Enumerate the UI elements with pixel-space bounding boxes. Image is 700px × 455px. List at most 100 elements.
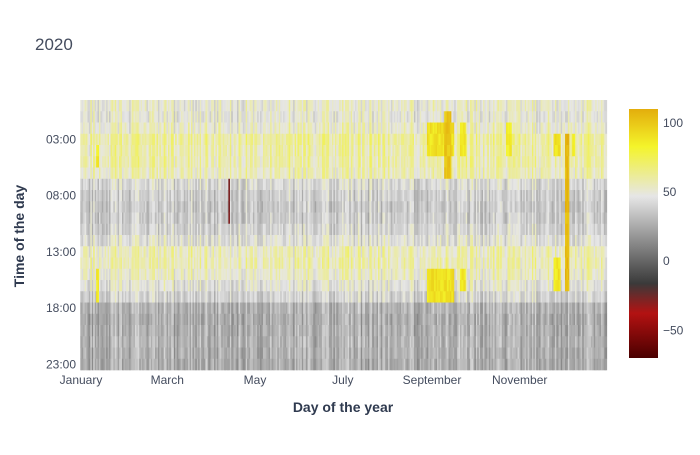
- heatmap-cell: [362, 268, 365, 281]
- heatmap-cell: [323, 347, 326, 360]
- heatmap-cell: [146, 302, 149, 315]
- heatmap-cell: [119, 268, 121, 281]
- heatmap-cell: [365, 156, 367, 168]
- heatmap-cell: [268, 167, 271, 180]
- heatmap-cell: [81, 358, 84, 371]
- heatmap-cell: [81, 178, 84, 191]
- heatmap-cell: [313, 313, 316, 326]
- heatmap-cell: [287, 212, 290, 225]
- heatmap-cell: [165, 212, 167, 225]
- heatmap-cell: [139, 178, 142, 191]
- heatmap-cell: [232, 246, 235, 258]
- heatmap-cell: [173, 358, 176, 371]
- heatmap-cell: [336, 246, 339, 258]
- heatmap-cell: [228, 313, 231, 326]
- heatmap-cell: [356, 178, 359, 191]
- heatmap-cell: [281, 145, 284, 157]
- heatmap-cell: [373, 358, 376, 371]
- heatmap-cell: [369, 178, 372, 191]
- heatmap-cell: [87, 358, 90, 371]
- heatmap-cell: [290, 291, 293, 303]
- heatmap-cell: [344, 336, 347, 348]
- heatmap-cell: [275, 268, 278, 281]
- heatmap-cell: [301, 257, 304, 270]
- heatmap-cell: [260, 212, 262, 225]
- heatmap-cell: [232, 133, 235, 146]
- heatmap-cell: [288, 167, 291, 180]
- heatmap-cell: [321, 358, 324, 371]
- heatmap-cell: [291, 145, 294, 157]
- heatmap-cell: [124, 111, 127, 123]
- heatmap-cell: [297, 133, 300, 146]
- heatmap-cell: [258, 122, 261, 135]
- heatmap-cell: [157, 358, 160, 371]
- heatmap-cell: [121, 133, 124, 146]
- heatmap-cell: [96, 358, 98, 371]
- heatmap-cell: [308, 257, 311, 270]
- heatmap-cell: [346, 111, 349, 123]
- heatmap-cell: [260, 291, 262, 303]
- heatmap-cell: [329, 156, 331, 168]
- heatmap-cell: [277, 280, 280, 292]
- heatmap-cell: [310, 212, 313, 225]
- heatmap-cell: [254, 313, 257, 326]
- heatmap-cell: [157, 145, 160, 157]
- heatmap-cell: [173, 201, 176, 213]
- heatmap-cell: [100, 212, 103, 225]
- heatmap-cell: [86, 212, 88, 225]
- heatmap-cell: [304, 111, 307, 123]
- heatmap-cell: [277, 291, 280, 303]
- heatmap-cell: [157, 313, 160, 326]
- heatmap-cell: [225, 313, 228, 326]
- heatmap-cell: [219, 313, 222, 326]
- heatmap-cell: [370, 122, 373, 135]
- heatmap-cell: [145, 302, 147, 315]
- heatmap-cell: [357, 291, 360, 303]
- heatmap-cell: [120, 280, 123, 292]
- heatmap-cell: [287, 246, 290, 258]
- heatmap-cell: [205, 291, 208, 303]
- heatmap-cell: [238, 291, 241, 303]
- heatmap-cell: [96, 280, 98, 292]
- heatmap-cell: [81, 167, 84, 180]
- heatmap-cell: [378, 235, 380, 247]
- heatmap-cell: [262, 347, 265, 360]
- heatmap-cell: [293, 167, 295, 180]
- heatmap-cell: [375, 167, 377, 180]
- heatmap-cell: [349, 133, 352, 146]
- heatmap-cell: [356, 291, 359, 303]
- heatmap-cell: [310, 302, 313, 315]
- heatmap-cell: [350, 156, 353, 168]
- heatmap-cell: [199, 280, 202, 292]
- heatmap-cell: [370, 167, 373, 180]
- heatmap-cell: [324, 145, 327, 157]
- heatmap-cell: [359, 325, 362, 337]
- heatmap-cell: [111, 167, 114, 180]
- heatmap-cell: [147, 190, 150, 202]
- heatmap-cell: [261, 201, 264, 213]
- heatmap-cell: [130, 336, 133, 348]
- heatmap-cell: [168, 313, 170, 326]
- heatmap-cell: [137, 325, 140, 337]
- heatmap-cell: [214, 313, 216, 326]
- heatmap-cell: [237, 325, 239, 337]
- heatmap-cell: [275, 246, 278, 258]
- heatmap-cell: [334, 100, 337, 112]
- heatmap-cell: [336, 156, 339, 168]
- heatmap-cell: [280, 100, 283, 112]
- heatmap-cell: [297, 223, 300, 236]
- heatmap-cell: [258, 302, 261, 315]
- heatmap-cell: [326, 235, 329, 247]
- heatmap-cell: [137, 223, 140, 236]
- heatmap-cell: [139, 201, 142, 213]
- heatmap-cell: [268, 246, 271, 258]
- heatmap-cell: [339, 336, 342, 348]
- heatmap-cell: [188, 145, 190, 157]
- heatmap-cell: [169, 201, 172, 213]
- heatmap-cell: [228, 325, 231, 337]
- heatmap-cell: [169, 336, 172, 348]
- heatmap-cell: [113, 111, 116, 123]
- heatmap-cell: [357, 156, 360, 168]
- heatmap-cell: [262, 280, 265, 292]
- heatmap-cell: [296, 268, 298, 281]
